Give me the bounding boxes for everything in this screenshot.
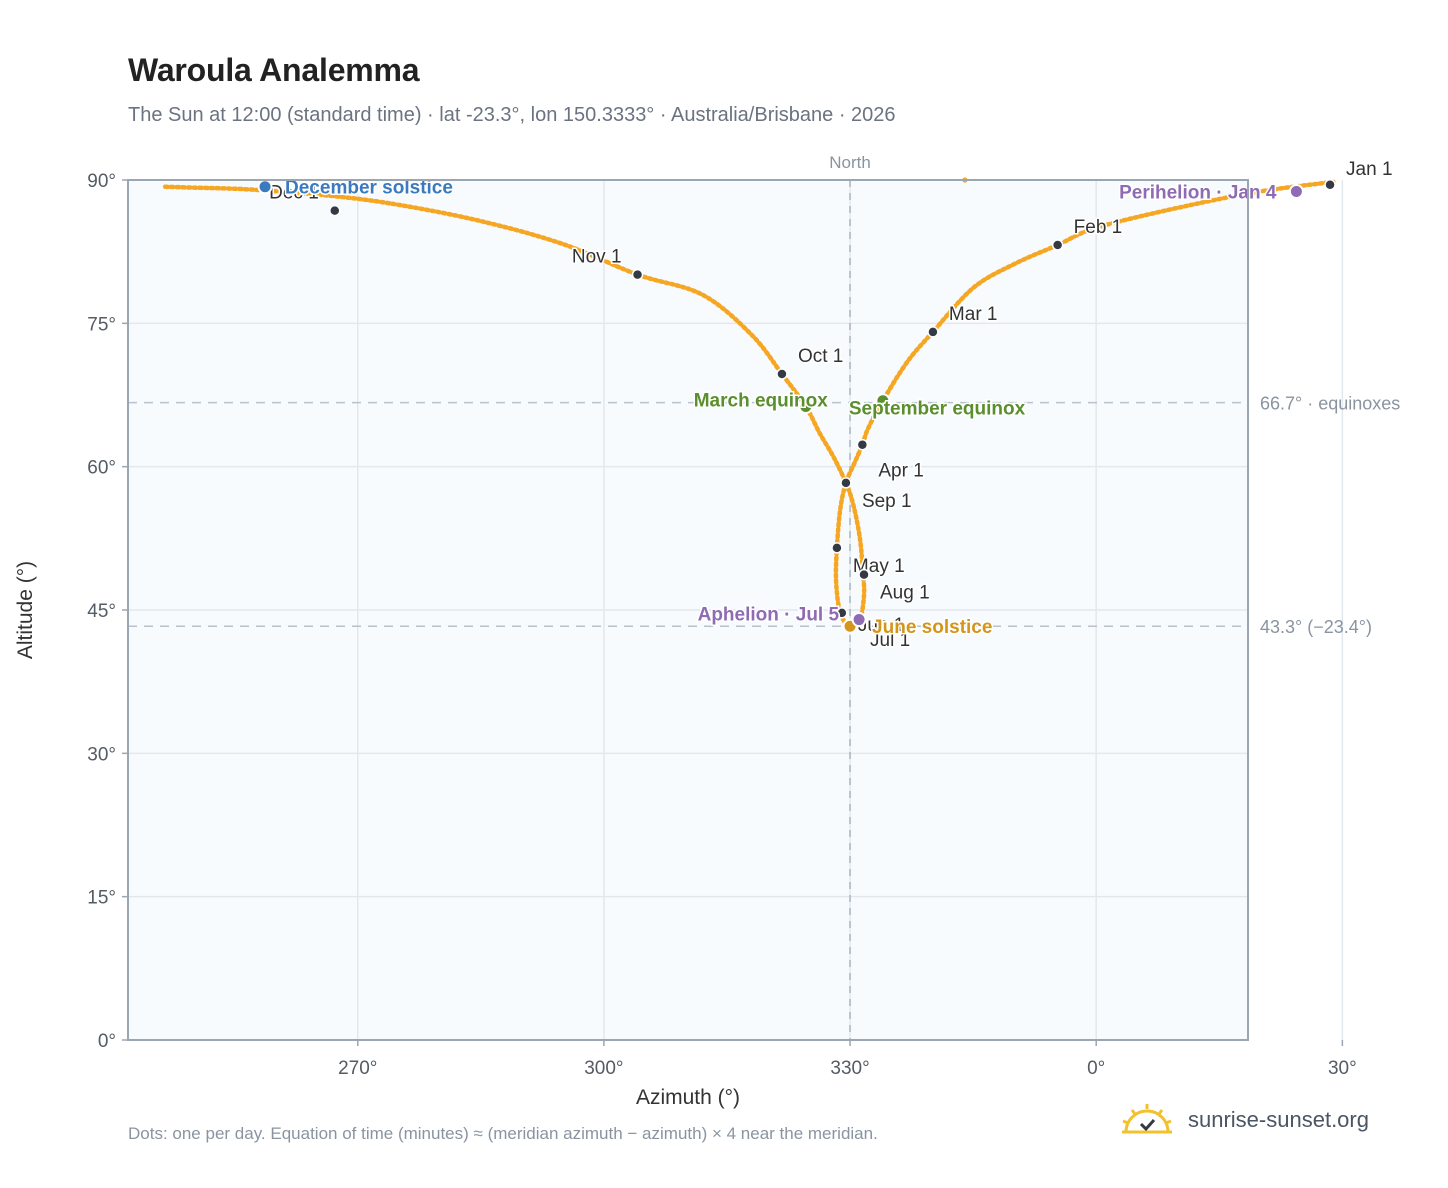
event-marker — [1288, 183, 1304, 199]
month-marker — [858, 568, 870, 581]
month-marker-label: Mar 1 — [949, 304, 998, 325]
month-marker-label: Nov 1 — [572, 247, 622, 268]
event-label: June solstice — [872, 617, 992, 638]
month-marker — [927, 326, 939, 338]
event-marker — [257, 179, 273, 195]
month-marker — [1324, 179, 1336, 191]
sun-logo-icon — [1122, 1104, 1172, 1134]
y-tick-label: 75° — [87, 314, 116, 335]
event-label: Aphelion · Jul 5 — [698, 605, 840, 626]
event-marker — [851, 612, 867, 628]
month-marker — [631, 268, 644, 281]
x-axis-label: Azimuth (°) — [636, 1086, 740, 1109]
axis-ticks: 270°300°330°0°30°60°0°15°30°45°60°75°90° — [87, 171, 1357, 1079]
reference-line-label: 66.7° · equinoxes — [1260, 394, 1400, 414]
month-marker-label: Dec 1 — [269, 183, 319, 204]
month-marker — [840, 477, 852, 489]
month-marker-label: Oct 1 — [798, 346, 843, 367]
event-marker — [875, 393, 891, 409]
brand-name: sunrise-sunset.org — [1188, 1107, 1369, 1132]
event-marker — [798, 398, 814, 414]
x-tick-label: 300° — [584, 1058, 623, 1079]
y-tick-label: 15° — [87, 888, 116, 909]
month-marker-label: Jan 1 — [1346, 159, 1392, 180]
north-label: North — [829, 153, 871, 172]
month-marker — [831, 542, 843, 554]
month-marker-label: Apr 1 — [878, 461, 923, 482]
month-marker — [776, 368, 788, 380]
footnote: Dots: one per day. Equation of time (min… — [128, 1124, 878, 1143]
y-tick-label: 0° — [98, 1031, 116, 1052]
month-marker — [836, 607, 848, 619]
event-label: September equinox — [849, 399, 1026, 420]
y-axis-label: Altitude (°) — [14, 561, 37, 659]
month-marker — [1051, 239, 1064, 251]
x-tick-label: 30° — [1328, 1058, 1357, 1079]
month-marker — [856, 438, 869, 451]
chart-title: Waroula Analemma — [128, 52, 420, 88]
y-tick-label: 60° — [87, 458, 116, 479]
y-tick-label: 90° — [87, 171, 116, 192]
month-marker-label: Sep 1 — [862, 491, 912, 512]
event-label: Perihelion · Jan 4 — [1119, 182, 1277, 203]
x-tick-label: 0° — [1087, 1058, 1105, 1079]
event-label: March equinox — [694, 390, 829, 411]
y-tick-label: 30° — [87, 744, 116, 765]
x-tick-label: 270° — [338, 1058, 377, 1079]
month-marker-label: Aug 1 — [880, 583, 930, 604]
x-tick-label: 330° — [830, 1058, 869, 1079]
month-marker — [329, 204, 341, 217]
reference-line-label: 43.3° (−23.4°) — [1260, 617, 1372, 637]
month-marker-label: Jul 1 — [870, 630, 910, 651]
reference-lines: North 66.7° · equinoxes 43.3° (−23.4°) — [128, 153, 1400, 1040]
y-tick-label: 45° — [87, 601, 116, 622]
month-marker-label: Feb 1 — [1074, 217, 1123, 238]
brand[interactable]: sunrise-sunset.org — [1120, 1102, 1369, 1138]
chart-subtitle: The Sun at 12:00 (standard time) · lat -… — [128, 104, 896, 126]
